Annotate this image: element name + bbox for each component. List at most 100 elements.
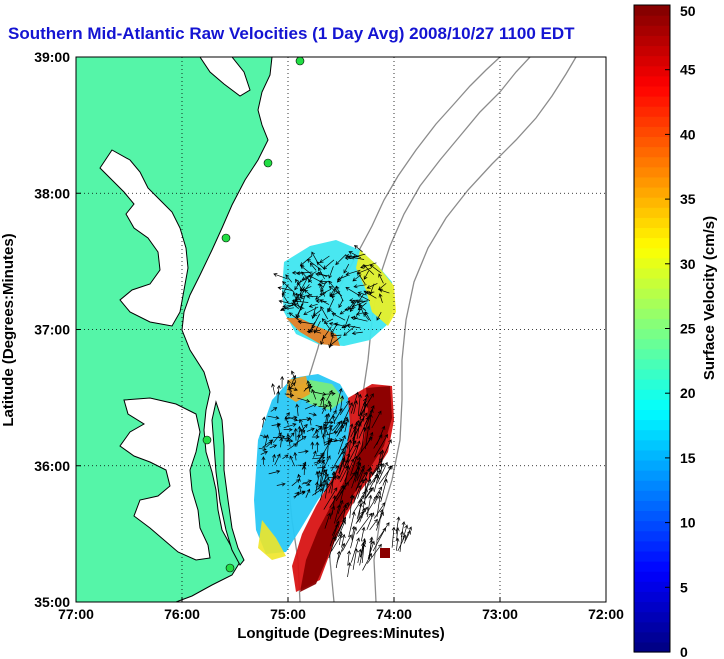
colorbar-swatch — [634, 136, 670, 148]
current-vector — [308, 322, 316, 334]
current-vector — [319, 479, 328, 501]
colorbar-swatch — [634, 35, 670, 47]
current-vector — [287, 443, 297, 451]
current-vector — [364, 487, 373, 500]
current-vector — [337, 499, 344, 515]
colorbar-swatch — [634, 277, 670, 289]
current-vector — [350, 526, 358, 549]
current-vector — [303, 306, 319, 315]
current-vector — [380, 439, 392, 463]
current-vector — [348, 251, 362, 259]
current-vector — [353, 284, 367, 289]
current-vector — [324, 512, 331, 529]
current-vector — [366, 512, 375, 530]
current-vector — [378, 273, 384, 284]
current-vector — [364, 477, 368, 492]
current-vector — [351, 331, 363, 336]
colorbar-swatch — [634, 500, 670, 512]
current-vector — [304, 289, 313, 298]
current-vector — [328, 266, 334, 279]
current-vector — [366, 431, 374, 446]
current-vector — [296, 303, 303, 319]
current-vector — [357, 506, 368, 523]
current-vector — [331, 533, 342, 552]
current-vector — [351, 300, 368, 308]
y-axis-ticks: 39:00 38:00 37:00 36:00 35:00 — [34, 49, 81, 610]
current-vector — [376, 311, 382, 321]
colorbar-swatch — [634, 490, 670, 501]
current-vector — [356, 502, 363, 520]
colorbar-swatch — [634, 25, 670, 36]
current-vector — [312, 455, 326, 460]
x-tick-label: 74:00 — [376, 606, 412, 622]
current-vector — [339, 400, 350, 416]
current-vector — [306, 258, 320, 269]
current-vector — [315, 470, 320, 479]
current-vector — [278, 299, 292, 305]
current-vector — [327, 298, 335, 313]
current-vector — [374, 502, 386, 519]
current-vector — [328, 402, 333, 412]
current-vector — [372, 457, 383, 474]
colorbar-swatch — [634, 439, 670, 451]
current-vector — [346, 324, 361, 329]
radar-station — [263, 158, 273, 168]
current-vector — [369, 518, 378, 531]
current-vector — [270, 407, 278, 412]
current-vector — [355, 311, 367, 316]
current-vector — [313, 391, 327, 396]
colorbar-swatch — [634, 217, 670, 229]
current-vector — [321, 318, 333, 333]
current-vector — [323, 487, 338, 510]
current-vector — [347, 423, 354, 441]
colorbar-swatch — [634, 308, 670, 319]
colorbar-swatch — [634, 550, 670, 562]
current-vector — [318, 404, 329, 408]
current-vector — [347, 561, 352, 578]
colorbar-swatch — [634, 65, 670, 77]
current-vector — [358, 416, 370, 439]
current-vector — [303, 383, 312, 392]
current-vector — [363, 393, 369, 414]
colorbar-swatch — [634, 631, 670, 643]
colorbar-tick-label: 35 — [680, 191, 696, 207]
current-vector — [371, 463, 382, 476]
current-vector — [354, 460, 361, 481]
current-vector — [373, 475, 380, 493]
current-vector — [337, 274, 349, 281]
colorbar-tick-label: 50 — [680, 3, 696, 19]
current-vector — [317, 482, 330, 487]
current-vector — [335, 387, 343, 412]
current-vector — [347, 439, 353, 465]
current-vector — [258, 447, 267, 452]
current-vector — [323, 318, 334, 324]
colorbar-swatch — [634, 601, 670, 613]
chart-title: Southern Mid-Atlantic Raw Velocities (1 … — [8, 24, 575, 43]
current-vector — [296, 433, 301, 447]
colorbar-swatch — [634, 591, 670, 603]
colorbar-swatch — [634, 561, 670, 572]
current-vector — [345, 444, 358, 469]
current-vector — [391, 526, 396, 548]
current-vector — [333, 420, 343, 433]
x-tick-label: 77:00 — [58, 606, 94, 622]
current-vector — [376, 461, 388, 484]
current-vector — [382, 465, 392, 486]
current-vector — [363, 270, 370, 280]
current-vector — [360, 537, 367, 558]
current-vector — [295, 435, 307, 444]
colorbar-swatch — [634, 126, 670, 138]
current-vector — [331, 312, 346, 321]
current-vector — [314, 428, 319, 437]
current-vector — [312, 450, 317, 458]
current-vector — [312, 488, 323, 496]
current-vector — [309, 262, 317, 271]
current-vector — [320, 281, 327, 293]
colorbar-swatch — [634, 55, 670, 67]
y-tick-label: 37:00 — [34, 322, 70, 338]
current-vector — [347, 550, 351, 566]
colorbar-swatch — [634, 176, 670, 188]
current-vector — [360, 393, 374, 414]
colorbar-swatch — [634, 621, 670, 633]
current-vector — [363, 312, 370, 321]
